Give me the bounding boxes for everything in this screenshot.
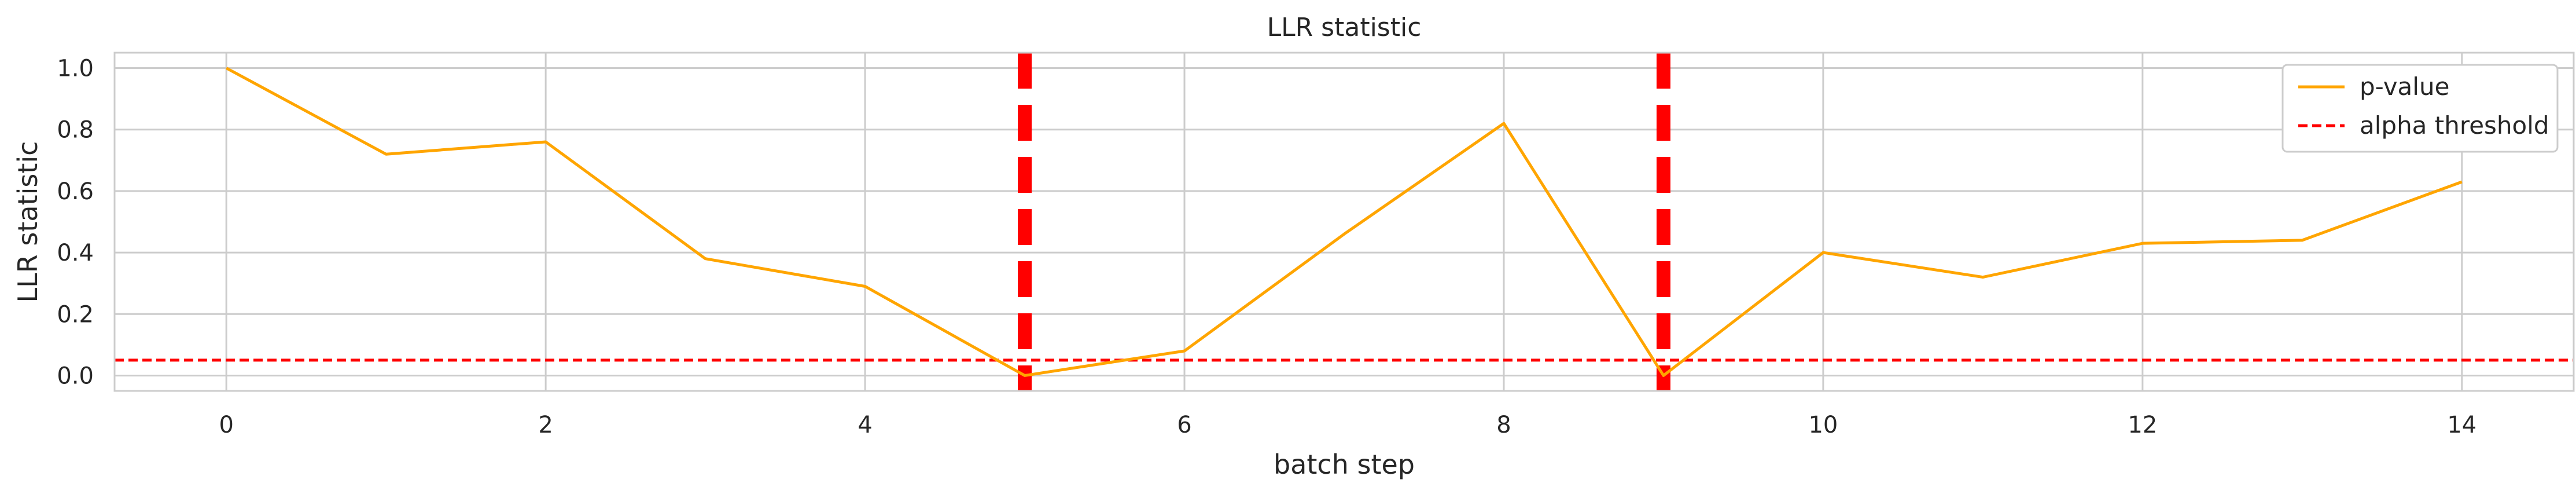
x-tick-label: 8 [1496,412,1511,438]
y-tick-label: 0.0 [57,363,94,389]
legend: p-value alpha threshold [2281,64,2559,153]
chart-title: LLR statistic [1267,13,1422,42]
y-tick-label: 0.2 [57,301,94,328]
x-tick-label: 4 [858,412,872,438]
legend-box [2281,64,2559,153]
legend-label-alpha-threshold: alpha threshold [2360,111,2549,140]
x-tick-label: 2 [538,412,553,438]
x-axis-label: batch step [1274,449,1415,480]
x-tick-label: 0 [219,412,233,438]
x-tick-label: 12 [2128,412,2157,438]
y-tick-label: 0.6 [57,178,94,205]
plot-background [115,53,2574,391]
x-tick-label: 6 [1177,412,1191,438]
y-tick-label: 0.4 [57,240,94,266]
series-group [225,67,2463,377]
y-tick-label: 1.0 [57,56,94,82]
x-tick-labels: 0 2 4 6 8 10 12 14 [219,412,2476,438]
y-tick-labels: 0.0 0.2 0.4 0.6 0.8 1.0 [57,56,94,390]
grid [115,53,2574,391]
y-axis-label: LLR statistic [12,141,43,303]
x-tick-label: 14 [2447,412,2476,438]
y-tick-label: 0.8 [57,117,94,144]
vertical-markers [1018,53,1670,391]
legend-label-p-value: p-value [2360,72,2449,101]
x-tick-label: 10 [1808,412,1838,438]
plot-frame [113,52,2575,392]
